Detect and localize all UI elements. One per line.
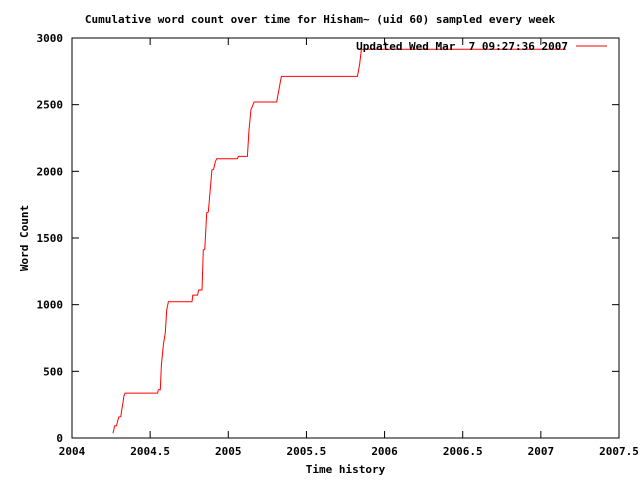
axis-tick-labels: 2004 2004.5 2005 2005.5 2006 2006.5 2007 2007.5… xyxy=(37,32,639,458)
x-tick-label: 2006 xyxy=(371,445,398,458)
x-tick-label: 2004 xyxy=(59,445,86,458)
x-tick-label: 2005.5 xyxy=(287,445,327,458)
legend-label: Updated Wed Mar 7 09:27:36 2007 xyxy=(356,40,568,53)
y-tick-label: 500 xyxy=(43,365,63,378)
y-tick-label: 0 xyxy=(56,432,63,445)
x-tick-label: 2006.5 xyxy=(443,445,483,458)
x-tick-label: 2005 xyxy=(215,445,242,458)
chart-title: Cumulative word count over time for Hish… xyxy=(84,13,556,26)
y-tick-label: 2000 xyxy=(37,165,64,178)
x-axis-label: Time history xyxy=(305,463,386,476)
x-tick-label: 2004.5 xyxy=(130,445,170,458)
y-axis-label: Word Count xyxy=(18,204,31,272)
axis-ticks xyxy=(71,37,620,439)
y-tick-label: 2500 xyxy=(37,99,64,112)
legend: Updated Wed Mar 7 09:27:36 2007 xyxy=(356,40,607,53)
series-line xyxy=(112,48,566,434)
y-tick-label: 3000 xyxy=(37,32,64,45)
y-tick-label: 1500 xyxy=(37,232,64,245)
x-tick-label: 2007.5 xyxy=(599,445,639,458)
plot-border xyxy=(71,37,620,439)
y-tick-label: 1000 xyxy=(37,299,64,312)
x-tick-label: 2007 xyxy=(528,445,555,458)
